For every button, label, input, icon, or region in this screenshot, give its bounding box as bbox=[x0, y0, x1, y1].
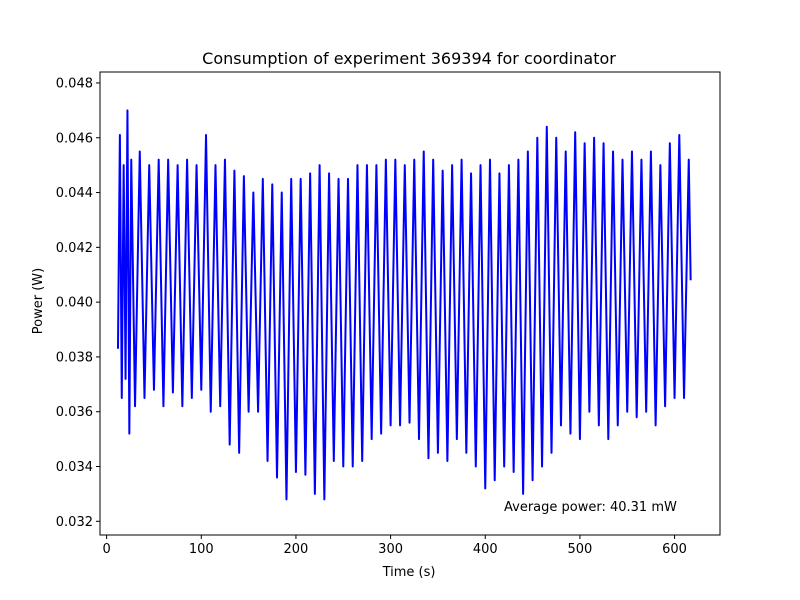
y-axis-ticks: 0.032 0.034 0.036 0.038 0.040 0.042 0.044 0.046… bbox=[56, 76, 100, 530]
x-tick-label: 100 bbox=[189, 542, 214, 557]
y-tick-label: 0.046 bbox=[56, 131, 93, 146]
y-tick-label: 0.038 bbox=[56, 350, 93, 365]
chart-title: Consumption of experiment 369394 for coo… bbox=[202, 49, 616, 68]
y-tick-label: 0.040 bbox=[56, 296, 93, 311]
y-tick-label: 0.042 bbox=[56, 241, 93, 256]
x-tick-label: 400 bbox=[473, 542, 498, 557]
x-tick-label: 600 bbox=[662, 542, 687, 557]
y-tick-label: 0.044 bbox=[56, 186, 93, 201]
x-tick-label: 0 bbox=[102, 542, 110, 557]
y-axis-label: Power (W) bbox=[31, 268, 46, 334]
plot-frame bbox=[99, 71, 721, 536]
x-axis-label: Time (s) bbox=[382, 565, 436, 580]
series-layer bbox=[116, 109, 692, 501]
y-tick-label: 0.036 bbox=[56, 405, 93, 420]
y-tick-label: 0.048 bbox=[56, 76, 93, 91]
x-tick-label: 500 bbox=[567, 542, 592, 557]
y-tick-label: 0.034 bbox=[56, 460, 93, 475]
y-tick-label: 0.032 bbox=[56, 515, 93, 530]
x-axis-ticks: 0 100 200 300 400 500 600 bbox=[102, 535, 687, 557]
x-tick-label: 300 bbox=[378, 542, 403, 557]
series-line-0 bbox=[116, 109, 692, 501]
x-tick-label: 200 bbox=[284, 542, 309, 557]
average-power-annotation: Average power: 40.31 mW bbox=[504, 500, 677, 515]
